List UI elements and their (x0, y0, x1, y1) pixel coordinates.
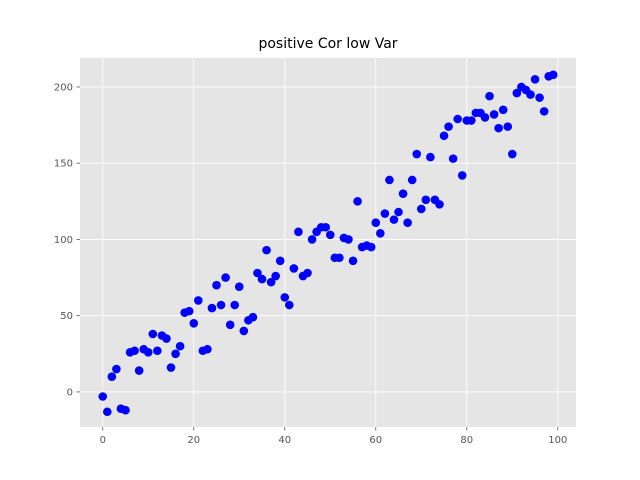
data-point (457, 171, 467, 180)
y-tick-label: 50 (60, 311, 73, 322)
data-point (439, 131, 449, 141)
data-point (467, 116, 476, 125)
data-point (530, 75, 540, 84)
data-point (307, 235, 317, 244)
data-point (366, 242, 376, 252)
data-point (489, 110, 499, 119)
data-point (385, 175, 394, 185)
data-point (303, 268, 312, 278)
data-point (107, 372, 117, 381)
y-tick-label: 200 (54, 82, 73, 93)
y-tick-label: 100 (54, 235, 73, 246)
data-point (121, 405, 130, 415)
data-point (398, 189, 408, 199)
data-point (376, 229, 385, 238)
data-point (248, 312, 258, 322)
data-point (348, 256, 358, 266)
data-point (394, 207, 403, 217)
data-point (548, 70, 558, 80)
data-point (294, 227, 303, 237)
data-point (189, 319, 199, 328)
data-point (507, 149, 517, 159)
data-point (280, 293, 290, 302)
chart-title: positive Cor low Var (258, 36, 397, 52)
data-point (257, 274, 267, 284)
data-point (171, 349, 180, 359)
data-point (184, 306, 194, 316)
data-point (412, 149, 422, 159)
data-point (448, 154, 458, 163)
x-axis-ticks: 0 20 40 60 80 100 (100, 427, 567, 446)
data-point (112, 364, 121, 374)
data-point (143, 347, 153, 357)
data-point (194, 296, 203, 305)
data-point (289, 264, 299, 273)
x-tick-label: 60 (369, 435, 382, 446)
data-point (221, 273, 230, 282)
data-point (485, 91, 494, 101)
data-point (212, 280, 221, 290)
data-point (253, 268, 262, 278)
y-tick-label: 0 (67, 387, 73, 398)
data-point (266, 277, 276, 287)
x-tick-label: 100 (548, 435, 567, 446)
data-point (162, 334, 171, 343)
data-point (148, 329, 158, 339)
data-point (480, 113, 490, 122)
data-point (512, 88, 522, 98)
x-tick-label: 40 (278, 435, 291, 446)
data-point (325, 230, 335, 240)
data-point (239, 326, 249, 336)
data-point (426, 152, 435, 162)
data-point (175, 341, 185, 351)
data-point (421, 195, 431, 205)
data-point (335, 253, 344, 263)
data-point (344, 235, 353, 244)
data-point (262, 245, 271, 255)
data-point (453, 114, 462, 124)
data-point (389, 215, 399, 224)
data-point (216, 300, 226, 310)
data-point (275, 256, 285, 266)
data-point (230, 300, 240, 310)
plot-area (80, 58, 576, 427)
x-tick-label: 0 (100, 435, 106, 446)
y-axis-ticks: 0 50 100 150 200 (54, 82, 80, 398)
data-point (225, 320, 235, 330)
data-point (321, 222, 331, 232)
data-point (526, 90, 535, 99)
data-points (98, 70, 558, 417)
data-point (498, 105, 508, 115)
data-point (535, 93, 544, 102)
data-point (416, 204, 426, 214)
data-point (153, 346, 162, 356)
data-point (435, 200, 444, 209)
data-point (98, 392, 108, 401)
data-point (539, 107, 549, 116)
data-point (503, 122, 513, 131)
data-point (494, 123, 503, 133)
data-point (407, 175, 417, 185)
data-point (285, 300, 294, 310)
data-point (403, 218, 412, 227)
data-point (134, 366, 144, 375)
data-point (234, 282, 244, 292)
y-tick-label: 150 (54, 159, 73, 170)
grid-lines (80, 58, 576, 427)
x-tick-label: 20 (187, 435, 200, 446)
data-point (130, 346, 139, 356)
data-point (271, 271, 280, 281)
data-point (207, 303, 217, 313)
data-point (203, 344, 212, 354)
x-tick-label: 80 (460, 435, 473, 446)
data-point (353, 197, 362, 206)
data-point (380, 209, 390, 218)
data-point (166, 363, 176, 372)
data-point (103, 407, 112, 417)
data-point (371, 218, 381, 227)
data-point (444, 122, 453, 131)
